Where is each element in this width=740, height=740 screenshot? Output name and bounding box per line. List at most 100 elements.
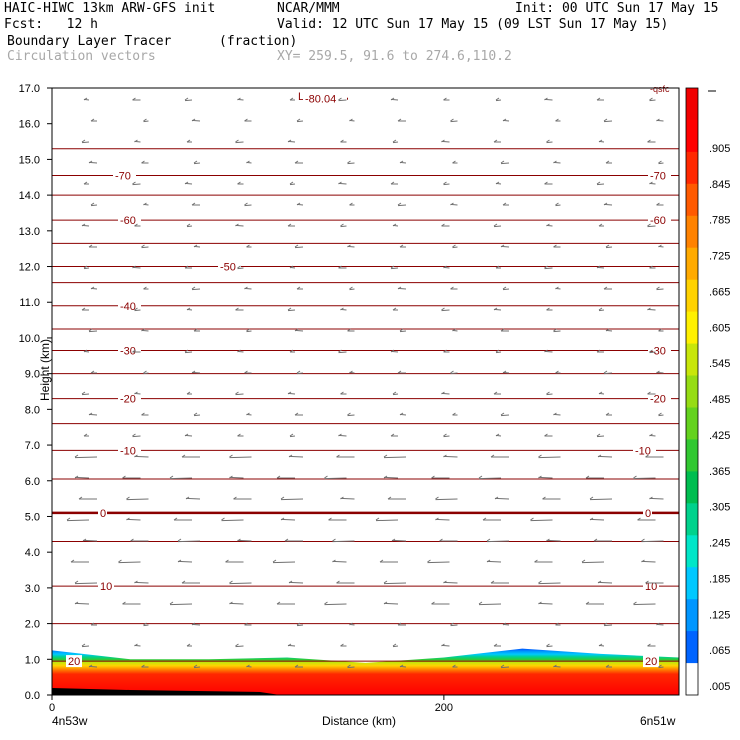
contour-label: -70 (650, 170, 666, 182)
vector-arrowhead (169, 601, 174, 605)
vector-arrowhead (88, 244, 93, 248)
vector-arrowhead (289, 349, 294, 353)
vector-arrowhead (184, 433, 189, 437)
vector-arrow (193, 162, 201, 165)
vector-arrowhead (122, 601, 126, 605)
vector-arrowhead (83, 97, 88, 101)
vector-arrowhead (193, 328, 198, 332)
colorbar-label: .005 (709, 681, 730, 693)
vector-arrowhead (288, 580, 293, 584)
vector-arrowhead (347, 664, 351, 668)
vector-arrowhead (193, 412, 198, 416)
vector-arrowhead (186, 643, 191, 647)
vector-arrow (294, 246, 304, 249)
vector-arrowhead (390, 433, 395, 437)
y-tick-label: 3.0 (25, 583, 40, 595)
vector-arrowhead (181, 454, 186, 458)
vector-arrowhead (294, 244, 299, 248)
vector-arrowhead (287, 223, 292, 227)
vector-arrow (435, 518, 450, 521)
contour-label-bg (648, 344, 671, 357)
vector-arrow (658, 162, 664, 165)
vector-arrowhead (186, 391, 191, 395)
vector-arrowhead (589, 517, 594, 521)
colorbar-label: .665 (709, 286, 730, 298)
vector-arrowhead (647, 139, 651, 143)
vector-arrow (649, 351, 656, 354)
vector-arrowhead (658, 244, 662, 248)
vector-arrow (132, 183, 141, 186)
vector-arrowhead (143, 286, 147, 290)
vector-arrowhead (555, 202, 559, 206)
contour-label: -60 (120, 215, 136, 227)
vector-arrow (246, 330, 252, 333)
vector-arrowhead (544, 349, 548, 353)
vector-arrowhead (647, 643, 651, 647)
vector-arrowhead (141, 160, 145, 164)
vector-arrowhead (296, 118, 301, 122)
contour-label-bg (66, 655, 82, 668)
vector-arrowhead (74, 454, 79, 458)
vector-arrowhead (596, 349, 601, 353)
contour-label-bg (98, 580, 114, 593)
colorbar-label: .485 (709, 394, 730, 406)
contour-label-bg (633, 444, 656, 457)
boundary-layer-region (52, 648, 679, 695)
vector-arrowhead (544, 265, 548, 269)
vector-arrowhead (235, 307, 239, 311)
y-tick-label: 13.0 (19, 226, 40, 238)
contour-label: -20 (650, 394, 666, 406)
axes: 0.0 1.0 2.0 3.0 4.0 5.0 6.0 7.0 8.0 9.0 10.0 11.0 12… (19, 83, 453, 714)
vector-arrow (596, 183, 605, 186)
vector-arrow (596, 435, 605, 438)
vector-arrowhead (555, 286, 559, 290)
vector-arrowhead (375, 517, 380, 521)
colorbar-label: .305 (709, 502, 730, 514)
vector-arrowhead (340, 307, 344, 311)
vector-arrow (280, 498, 304, 501)
vector-arrow (397, 204, 407, 207)
vector-arrowhead (633, 601, 637, 605)
temperature-contours: L -80.04 -70 -70 -60 -60 -50 -40 -30 -30 -20 -20 -10… (52, 84, 679, 668)
vector-arrowhead (546, 139, 550, 143)
vector-arrowhead (431, 475, 435, 479)
vector-arrowhead (605, 664, 610, 668)
vector-arrowhead (656, 202, 660, 206)
vector-arrow (229, 582, 252, 585)
vector-arrowhead (132, 433, 136, 437)
vector-arrow (443, 435, 450, 438)
vector-arrowhead (288, 454, 293, 458)
vector-arrowhead (392, 223, 397, 227)
vector-arrowhead (287, 139, 292, 143)
colorbar-swatch (686, 599, 698, 632)
vector-arrowhead (553, 160, 557, 164)
vector-arrowhead (294, 160, 299, 164)
vector-arrow (443, 455, 458, 458)
vector-field-name: Circulation vectors (7, 49, 156, 64)
vector-arrow (597, 581, 613, 584)
vector-arrowhead (246, 664, 250, 668)
contour-label-bg (118, 392, 141, 405)
vector-arrowhead (399, 412, 404, 416)
vector-arrow (435, 498, 458, 501)
vector-arrowhead (495, 349, 500, 353)
contour-label: 10 (100, 581, 112, 593)
contour-label: -30 (120, 345, 136, 357)
vector-arrow (169, 477, 193, 480)
terrain (52, 688, 280, 695)
vector-arrowhead (589, 496, 594, 500)
vector-arrowhead (656, 286, 660, 290)
low-marker: L (298, 91, 304, 103)
vector-arrow (443, 183, 450, 186)
vector-arrow (546, 645, 553, 648)
contour-label: 20 (68, 656, 80, 668)
vector-arrowhead (347, 160, 351, 164)
vector-arrowhead (134, 643, 138, 647)
contour-label-bg (648, 214, 671, 227)
vector-arrow (494, 497, 510, 500)
vector-arrowhead (186, 307, 191, 311)
vector-arrowhead (641, 559, 645, 563)
vector-arrowhead (347, 328, 351, 332)
vector-arrowhead (246, 160, 250, 164)
vector-arrowhead (538, 475, 542, 479)
